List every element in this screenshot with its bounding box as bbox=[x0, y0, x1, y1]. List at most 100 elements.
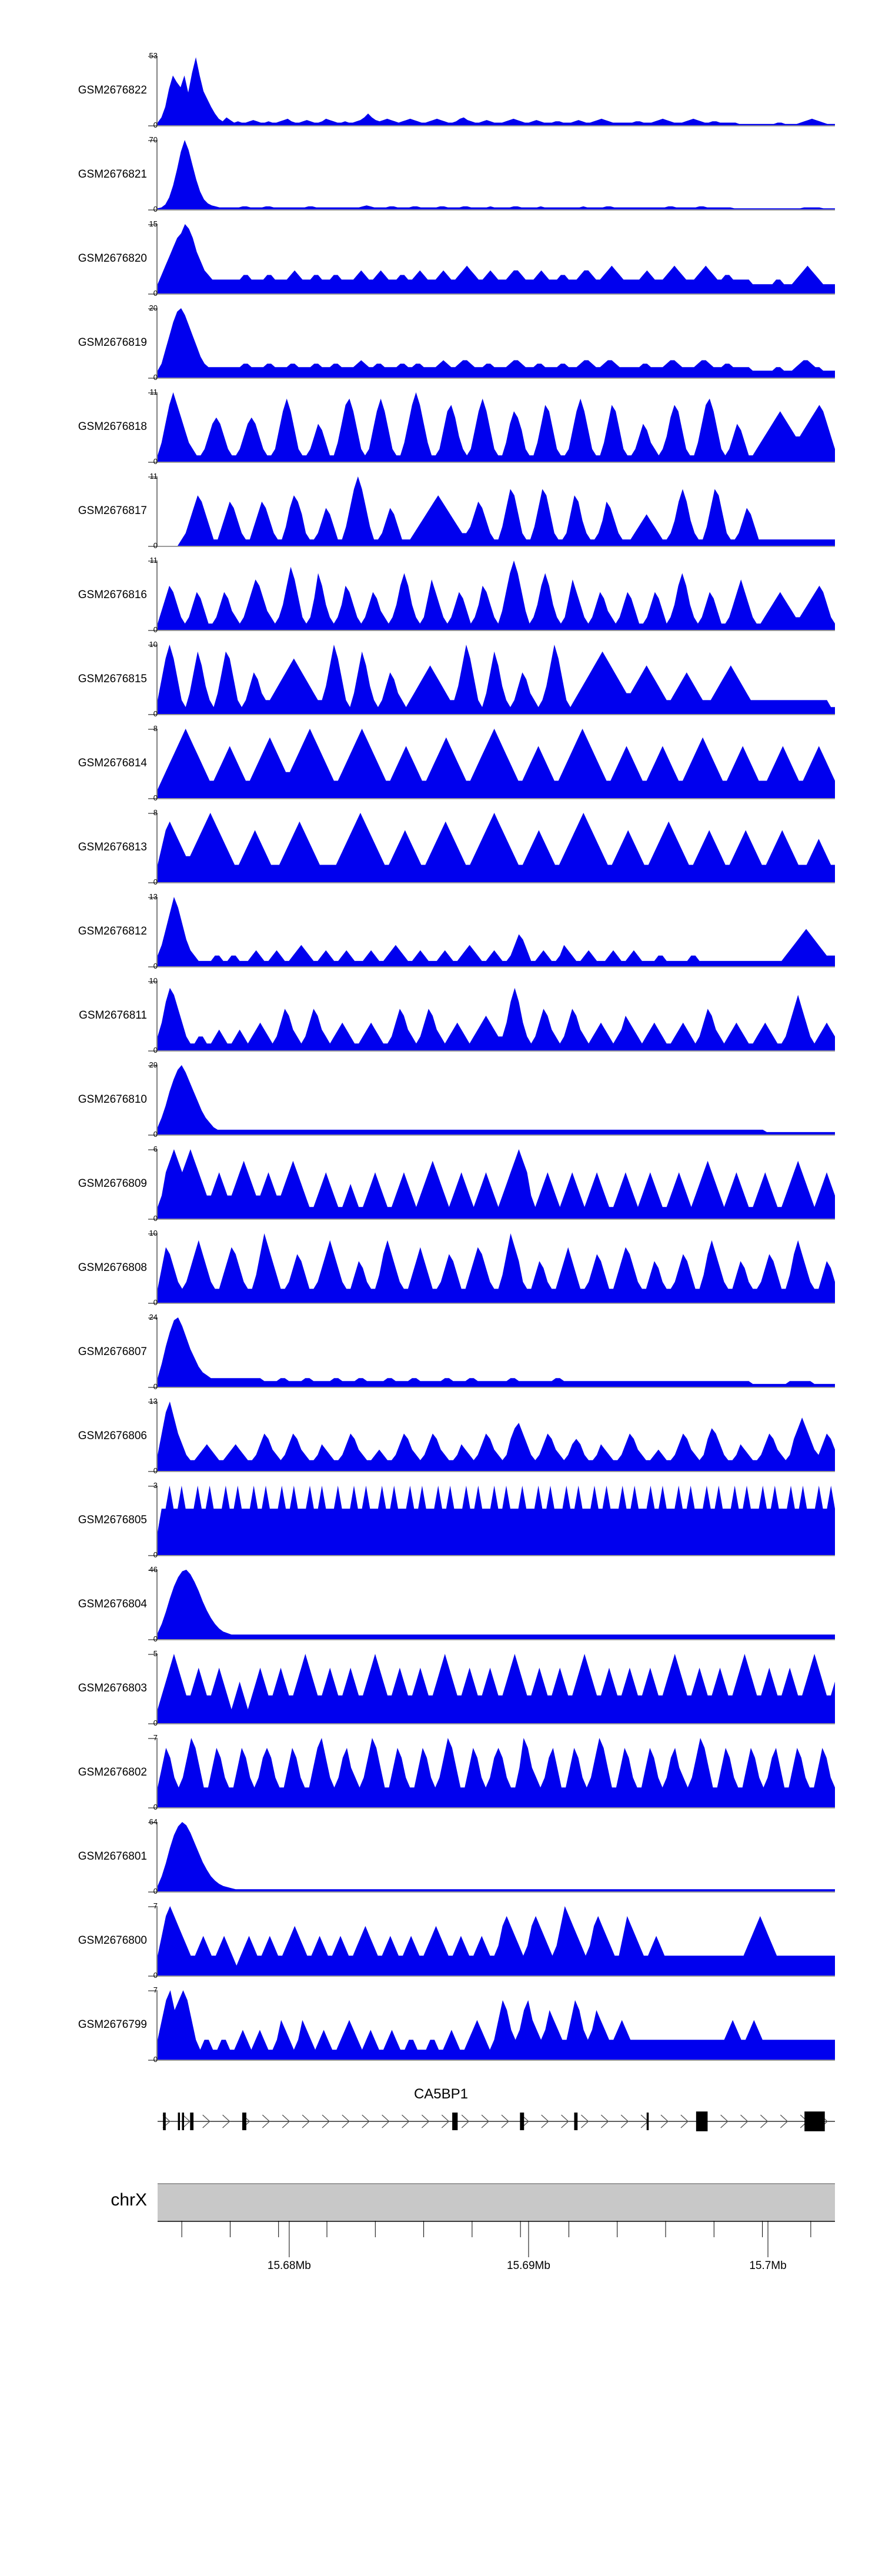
y-axis-min-tick bbox=[148, 2060, 158, 2061]
y-axis-min-value: 0 bbox=[153, 373, 158, 382]
y-axis-max-value: 8 bbox=[153, 724, 158, 733]
strand-arrow-icon bbox=[302, 2114, 310, 2128]
y-axis-min-tick bbox=[148, 1723, 158, 1724]
gene-structure-diagram[interactable] bbox=[158, 2108, 835, 2135]
coverage-area-plot[interactable] bbox=[158, 1654, 835, 1723]
track-baseline bbox=[158, 1639, 835, 1640]
y-axis-line bbox=[156, 1822, 158, 1891]
coverage-area-plot[interactable] bbox=[158, 476, 835, 546]
y-axis-min-value: 0 bbox=[153, 962, 158, 970]
y-axis-line bbox=[156, 1402, 158, 1471]
coverage-area-plot[interactable] bbox=[158, 1317, 835, 1387]
y-axis-max-tick bbox=[148, 645, 158, 646]
track-sample-label: GSM2676812 bbox=[78, 925, 147, 937]
y-axis-max-value: 11 bbox=[149, 472, 158, 481]
y-axis-line bbox=[156, 729, 158, 798]
y-axis-line bbox=[156, 1065, 158, 1134]
coverage-area-plot[interactable] bbox=[158, 560, 835, 630]
coverage-polygon bbox=[158, 729, 835, 798]
y-axis-max-value: 70 bbox=[149, 135, 158, 144]
y-axis-line bbox=[156, 1654, 158, 1723]
coverage-area-plot[interactable] bbox=[158, 729, 835, 798]
coverage-area-plot[interactable] bbox=[158, 224, 835, 293]
coverage-area-plot[interactable] bbox=[158, 1822, 835, 1891]
coverage-polygon bbox=[158, 1570, 835, 1639]
y-axis-max-value: 10 bbox=[149, 640, 158, 649]
y-axis-min-tick bbox=[148, 1976, 158, 1977]
strand-arrow-icon bbox=[342, 2114, 350, 2128]
coverage-area-plot[interactable] bbox=[158, 1738, 835, 1807]
track-baseline bbox=[158, 966, 835, 967]
coverage-area-plot[interactable] bbox=[158, 813, 835, 882]
coverage-area-plot[interactable] bbox=[158, 1990, 835, 2060]
coverage-area-plot[interactable] bbox=[158, 1906, 835, 1976]
y-axis-min-value: 0 bbox=[153, 877, 158, 886]
coverage-area-plot[interactable] bbox=[158, 1149, 835, 1219]
track-baseline bbox=[158, 1976, 835, 1977]
coverage-area-plot[interactable] bbox=[158, 1486, 835, 1555]
track-sample-label: GSM2676819 bbox=[78, 336, 147, 349]
gene-exon-block bbox=[646, 2113, 649, 2130]
coverage-area-plot[interactable] bbox=[158, 1402, 835, 1471]
strand-arrow-icon bbox=[421, 2114, 430, 2128]
y-axis-max-value: 29 bbox=[149, 1060, 158, 1069]
coverage-area-plot[interactable] bbox=[158, 392, 835, 462]
strand-arrow-icon bbox=[461, 2114, 470, 2128]
y-axis-max-value: 11 bbox=[149, 388, 158, 396]
y-axis-line bbox=[156, 1317, 158, 1387]
track-baseline bbox=[158, 462, 835, 463]
track-sample-label: GSM2676814 bbox=[78, 757, 147, 769]
track-baseline bbox=[158, 1303, 835, 1304]
coverage-area-plot[interactable] bbox=[158, 897, 835, 966]
strand-arrow-icon bbox=[680, 2114, 689, 2128]
y-axis-max-tick bbox=[148, 1654, 158, 1655]
y-axis-max-tick bbox=[148, 1990, 158, 1991]
y-axis-min-tick bbox=[148, 1471, 158, 1472]
coverage-polygon bbox=[158, 1402, 835, 1471]
coverage-polygon bbox=[158, 308, 835, 378]
y-axis-max-value: 46 bbox=[149, 1565, 158, 1574]
coverage-area-plot[interactable] bbox=[158, 645, 835, 714]
strand-arrow-icon bbox=[780, 2114, 789, 2128]
y-axis-line bbox=[156, 476, 158, 546]
gene-exon-block bbox=[520, 2113, 524, 2130]
track-sample-label: GSM2676821 bbox=[78, 168, 147, 181]
track-baseline bbox=[158, 1555, 835, 1556]
coverage-area-plot[interactable] bbox=[158, 1065, 835, 1134]
coverage-area-plot[interactable] bbox=[158, 1233, 835, 1303]
track-baseline bbox=[158, 125, 835, 126]
coverage-area-plot[interactable] bbox=[158, 56, 835, 125]
coverage-area-plot[interactable] bbox=[158, 308, 835, 378]
y-axis-line bbox=[156, 813, 158, 882]
track-sample-label: GSM2676807 bbox=[78, 1346, 147, 1358]
coverage-polygon bbox=[158, 224, 835, 293]
track-sample-label: GSM2676804 bbox=[78, 1598, 147, 1610]
coverage-polygon bbox=[158, 1486, 835, 1555]
y-axis-min-value: 0 bbox=[153, 1971, 158, 1980]
strand-arrow-icon bbox=[561, 2114, 569, 2128]
y-axis-max-tick bbox=[148, 56, 158, 57]
coverage-area-plot[interactable] bbox=[158, 981, 835, 1050]
y-axis-max-tick bbox=[148, 1822, 158, 1823]
y-axis-min-tick bbox=[148, 293, 158, 295]
y-axis-min-value: 0 bbox=[153, 793, 158, 802]
y-axis-max-value: 7 bbox=[153, 1901, 158, 1910]
gene-exon-block bbox=[574, 2113, 578, 2130]
chromosome-ideogram-bar[interactable] bbox=[158, 2183, 835, 2222]
strand-arrow-icon bbox=[322, 2114, 330, 2128]
coverage-polygon bbox=[158, 392, 835, 462]
gene-exon-block bbox=[242, 2113, 246, 2130]
y-axis-min-tick bbox=[148, 209, 158, 211]
y-axis-max-value: 15 bbox=[149, 219, 158, 228]
coverage-polygon bbox=[158, 645, 835, 714]
track-baseline bbox=[158, 2060, 835, 2061]
coverage-area-plot[interactable] bbox=[158, 1570, 835, 1639]
y-axis-min-value: 0 bbox=[153, 121, 158, 129]
y-axis-max-value: 5 bbox=[153, 1649, 158, 1658]
strand-arrow-icon bbox=[600, 2114, 609, 2128]
coverage-area-plot[interactable] bbox=[158, 140, 835, 209]
y-axis-max-value: 20 bbox=[149, 303, 158, 312]
coverage-polygon bbox=[158, 1233, 835, 1303]
y-axis-max-tick bbox=[148, 560, 158, 562]
